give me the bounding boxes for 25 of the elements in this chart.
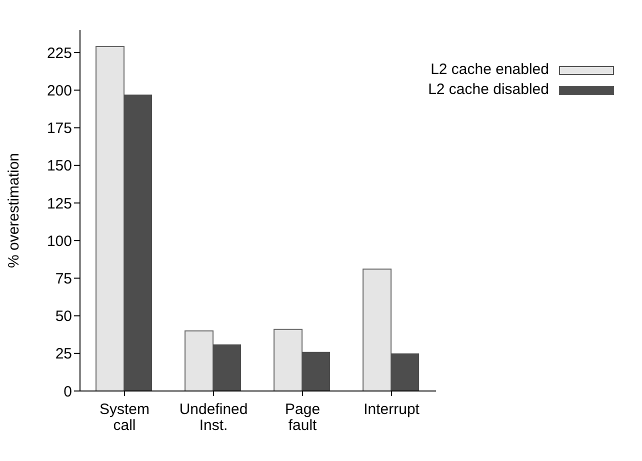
y-tick-label: 200 (46, 82, 72, 100)
y-tick-label: 150 (46, 158, 72, 175)
bar (274, 328, 303, 391)
y-tick-label: 50 (55, 308, 72, 326)
bar (362, 268, 392, 391)
x-tick-label: Interrupt (364, 401, 420, 418)
x-tick-label: Undefined Inst. (179, 401, 248, 434)
bar (391, 353, 420, 391)
bar (213, 344, 242, 391)
y-tick-label: 125 (46, 195, 72, 212)
x-tick-label: Page fault (285, 401, 320, 434)
y-tick-label: 225 (46, 44, 72, 62)
y-tick-label: 175 (46, 120, 72, 138)
y-tick-label: 100 (46, 232, 72, 250)
bar (96, 46, 125, 391)
bar (302, 352, 330, 391)
y-tick-label: 0 (64, 383, 72, 400)
y-tick-label: 25 (55, 346, 72, 363)
bar (124, 94, 152, 391)
y-axis-title: % overestimation (5, 152, 22, 268)
bar (184, 330, 214, 391)
y-tick-label: 75 (55, 270, 72, 288)
x-tick-label: System call (100, 401, 150, 434)
legend-label: L2 cache enabled (430, 60, 549, 80)
legend-label: L2 cache disabled (428, 80, 549, 100)
